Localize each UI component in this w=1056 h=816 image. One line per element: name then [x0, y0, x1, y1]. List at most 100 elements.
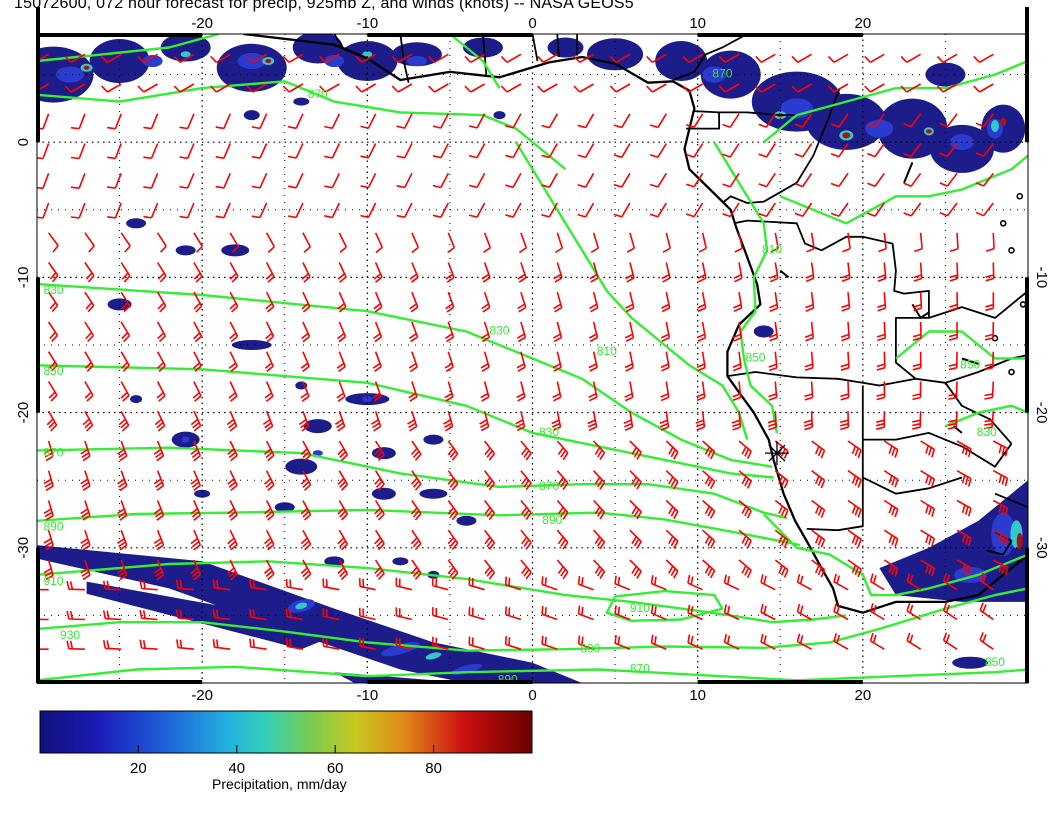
- wind-barb: [483, 232, 492, 254]
- wind-barb: [867, 143, 885, 158]
- wind-barb: [64, 53, 86, 63]
- wind-barb: [324, 113, 341, 129]
- wind-barb: [481, 291, 491, 313]
- wind-barb: [251, 202, 268, 219]
- lon-tick-label-bottom: 0: [528, 687, 536, 704]
- wind-barb: [229, 262, 239, 283]
- wind-barb: [984, 351, 995, 371]
- wind-barb: [516, 351, 526, 372]
- wind-barb: [883, 529, 899, 547]
- wind-barb: [867, 202, 885, 217]
- contour-label: 850: [745, 351, 765, 365]
- wind-barb: [906, 573, 922, 591]
- precip-cell: [493, 111, 506, 120]
- wind-barb: [573, 53, 595, 63]
- wind-barb: [468, 606, 485, 621]
- wind-barb: [70, 173, 86, 189]
- wind-barb: [408, 351, 418, 373]
- wind-barb: [537, 83, 558, 93]
- precip-cell: [337, 41, 398, 82]
- wind-barb: [697, 262, 707, 283]
- wind-barb: [338, 232, 348, 254]
- wind-barb: [80, 500, 91, 521]
- wind-barb: [738, 470, 752, 489]
- wind-barb: [830, 143, 849, 158]
- wind-barb: [577, 635, 594, 650]
- wind-barb: [468, 202, 486, 218]
- wind-barb: [992, 469, 1009, 487]
- wind-barb: [770, 232, 779, 253]
- wind-barb: [432, 577, 449, 591]
- precip-cell: [285, 458, 318, 475]
- wind-barb: [811, 529, 826, 548]
- precip-cell: [587, 38, 644, 71]
- wind-barb: [702, 529, 716, 549]
- wind-barb: [360, 172, 377, 189]
- precip-cell: [142, 55, 163, 68]
- wind-barb: [66, 581, 85, 591]
- wind-barb: [811, 470, 826, 489]
- wind-barb: [975, 143, 994, 157]
- wind-barb: [264, 351, 274, 373]
- wind-barb: [251, 172, 268, 189]
- wind-barb: [179, 202, 195, 219]
- wind-barb: [176, 579, 194, 591]
- wind-barb: [84, 262, 95, 283]
- wind-barb: [154, 410, 166, 432]
- wind-barb: [156, 351, 166, 372]
- wind-barb: [883, 499, 899, 518]
- wind-barb: [588, 351, 598, 372]
- contour-line: [37, 34, 220, 63]
- wind-barb: [914, 232, 923, 253]
- wind-barb: [869, 573, 885, 591]
- wind-barb: [468, 172, 486, 189]
- wind-barb: [587, 411, 598, 432]
- wind-barb: [360, 113, 377, 129]
- wind-barb: [877, 292, 887, 312]
- wind-barb: [649, 202, 667, 218]
- wind-barb: [516, 321, 527, 343]
- country-border: [727, 371, 946, 387]
- wind-barb: [37, 588, 49, 591]
- wind-barb: [841, 262, 851, 283]
- wind-barb: [285, 578, 304, 591]
- wind-barb: [70, 113, 86, 130]
- wind-barb: [410, 559, 422, 580]
- wind-barb: [811, 499, 826, 518]
- precip-cell: [981, 104, 1026, 153]
- wind-barb: [650, 604, 667, 621]
- precip-cell: [107, 298, 132, 311]
- wind-barb: [541, 172, 558, 188]
- contour-line: [713, 141, 779, 434]
- wind-barb: [410, 529, 422, 551]
- wind-barb: [265, 232, 276, 253]
- wind-barb: [117, 470, 128, 492]
- contour-line: [37, 665, 1028, 682]
- wind-barb: [956, 529, 972, 547]
- wind-barb: [226, 410, 238, 432]
- wind-barb: [265, 291, 275, 313]
- wind-barb: [794, 143, 813, 158]
- wind-barb: [118, 410, 130, 432]
- wind-barb: [665, 470, 679, 490]
- wind-barb: [948, 381, 958, 400]
- wind-barb: [287, 143, 304, 159]
- wind-barb: [265, 262, 275, 283]
- inland-feature: [903, 162, 914, 184]
- wind-barb: [227, 529, 238, 551]
- precip-cell: [392, 557, 409, 566]
- wind-barb: [702, 499, 716, 519]
- wind-barb: [374, 559, 385, 580]
- wind-barb: [391, 83, 413, 93]
- precip-cell: [423, 434, 444, 445]
- wind-barb: [696, 351, 706, 372]
- wind-barb: [649, 113, 667, 129]
- wind-barb: [541, 143, 558, 159]
- wind-barb: [939, 113, 958, 128]
- wind-barb: [613, 113, 631, 129]
- country-border: [556, 34, 560, 58]
- wind-barb: [588, 381, 598, 402]
- wind-barb: [906, 632, 922, 650]
- precip-cell: [925, 62, 966, 87]
- wind-barb: [396, 202, 413, 219]
